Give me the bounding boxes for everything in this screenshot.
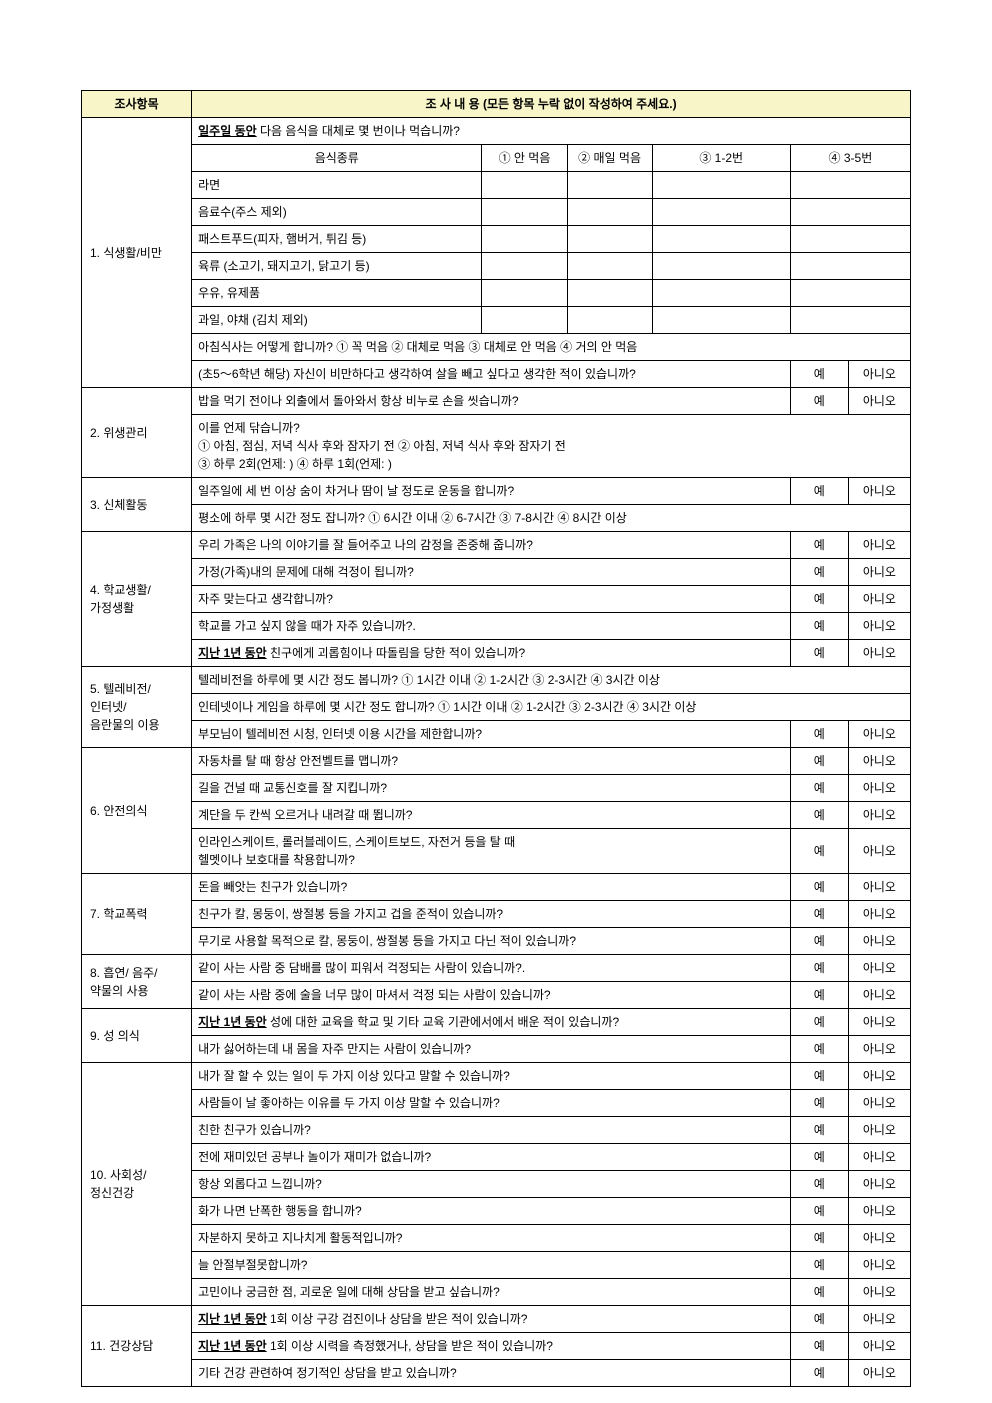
s10-q9: 고민이나 궁금한 점, 괴로운 일에 대해 상담을 받고 싶습니까? xyxy=(192,1279,791,1306)
s7-q2: 친구가 칼, 몽둥이, 쌍절봉 등을 가지고 겁을 준적이 있습니까? xyxy=(192,901,791,928)
s1-opt2[interactable]: ② 매일 먹음 xyxy=(567,145,652,172)
s10-q4: 전에 재미있던 공부나 놀이가 재미가 없습니까? xyxy=(192,1144,791,1171)
cat-3: 3. 신체활동 xyxy=(82,478,192,532)
food-drink: 음료수(주스 제외) xyxy=(192,199,482,226)
s8-q2: 같이 사는 사람 중에 술을 너무 많이 마셔서 걱정 되는 사람이 있습니까? xyxy=(192,982,791,1009)
s5-q1[interactable]: 텔레비전을 하루에 몇 시간 정도 봅니까? ① 1시간 이내 ② 1-2시간 … xyxy=(192,667,911,694)
yes-btn[interactable]: 예 xyxy=(790,361,848,388)
s3-q2[interactable]: 평소에 하루 몇 시간 정도 잡니까? ① 6시간 이내 ② 6-7시간 ③ 7… xyxy=(192,505,911,532)
s3-q1: 일주일에 세 번 이상 숨이 차거나 땀이 날 정도로 운동을 합니까? xyxy=(192,478,791,505)
s1-breakfast[interactable]: 아침식사는 어떻게 합니까? ① 꼭 먹음 ② 대체로 먹음 ③ 대체로 안 먹… xyxy=(192,334,911,361)
s4-q2: 가정(가족)내의 문제에 대해 걱정이 됩니까? xyxy=(192,559,791,586)
s6-q4: 인라인스케이트, 롤러블레이드, 스케이트보드, 자전거 등을 탈 때 헬멧이나… xyxy=(192,829,791,874)
s1-diet: (초5～6학년 해당) 자신이 비만하다고 생각하여 살을 빼고 싶다고 생각한… xyxy=(192,361,791,388)
s2-q2[interactable]: 이를 언제 닦습니까? ① 아침, 점심, 저녁 식사 후와 잠자기 전 ② 아… xyxy=(192,415,911,478)
s4-q5: 지난 1년 동안 친구에게 괴롭힘이나 따돌림을 당한 적이 있습니까? xyxy=(192,640,791,667)
food-meat: 육류 (소고기, 돼지고기, 닭고기 등) xyxy=(192,253,482,280)
survey-page: 조사항목 조 사 내 용 (모든 항목 누락 없이 작성하여 주세요.) 1. … xyxy=(81,90,911,1387)
s9-q1: 지난 1년 동안 성에 대한 교육을 학교 및 기타 교육 기관에서에서 배운 … xyxy=(192,1009,791,1036)
s6-q3: 계단을 두 칸씩 오르거나 내려갈 때 뜁니까? xyxy=(192,802,791,829)
s4-q1: 우리 가족은 나의 이야기를 잘 들어주고 나의 감정을 존중해 줍니까? xyxy=(192,532,791,559)
survey-table: 조사항목 조 사 내 용 (모든 항목 누락 없이 작성하여 주세요.) 1. … xyxy=(81,90,911,1387)
s11-q3: 기타 건강 관련하여 정기적인 상담을 받고 있습니까? xyxy=(192,1360,791,1387)
s10-q1: 내가 잘 할 수 있는 일이 두 가지 이상 있다고 말할 수 있습니까? xyxy=(192,1063,791,1090)
s6-q2: 길을 건널 때 교통신호를 잘 지킵니까? xyxy=(192,775,791,802)
cat-11: 11. 건강상담 xyxy=(82,1306,192,1387)
s10-q6: 화가 나면 난폭한 행동을 합니까? xyxy=(192,1198,791,1225)
s5-q3: 부모님이 텔레비전 시청, 인터넷 이용 시간을 제한합니까? xyxy=(192,721,791,748)
food-fastfood: 패스트푸드(피자, 햄버거, 튀김 등) xyxy=(192,226,482,253)
s10-q7: 자분하지 못하고 지나치게 활동적입니까? xyxy=(192,1225,791,1252)
s1-intro: 일주일 동안 다음 음식을 대체로 몇 번이나 먹습니까? xyxy=(192,118,911,145)
s4-q4: 학교를 가고 싶지 않을 때가 자주 있습니까?. xyxy=(192,613,791,640)
s1-opt4[interactable]: ④ 3-5번 xyxy=(790,145,910,172)
header-content: 조 사 내 용 (모든 항목 누락 없이 작성하여 주세요.) xyxy=(192,91,911,118)
food-dairy: 우유, 유제품 xyxy=(192,280,482,307)
food-type-header: 음식종류 xyxy=(192,145,482,172)
s10-q2: 사람들이 날 좋아하는 이유를 두 가지 이상 말할 수 있습니까? xyxy=(192,1090,791,1117)
s11-q1: 지난 1년 동안 1회 이상 구강 검진이나 상담을 받은 적이 있습니까? xyxy=(192,1306,791,1333)
s11-q2: 지난 1년 동안 1회 이상 시력을 측정했거나, 상담을 받은 적이 있습니까… xyxy=(192,1333,791,1360)
cat-8: 8. 흡연/ 음주/ 약물의 사용 xyxy=(82,955,192,1009)
header-row: 조사항목 조 사 내 용 (모든 항목 누락 없이 작성하여 주세요.) xyxy=(82,91,911,118)
cat-5: 5. 텔레비전/ 인터넷/ 음란물의 이용 xyxy=(82,667,192,748)
s5-q2[interactable]: 인테넷이나 게임을 하루에 몇 시간 정도 합니까? ① 1시간 이내 ② 1-… xyxy=(192,694,911,721)
cat-6: 6. 안전의식 xyxy=(82,748,192,874)
s2-q1: 밥을 먹기 전이나 외출에서 돌아와서 항상 비누로 손을 씻습니까? xyxy=(192,388,791,415)
header-category: 조사항목 xyxy=(82,91,192,118)
cat-10: 10. 사회성/ 정신건강 xyxy=(82,1063,192,1306)
s6-q1: 자동차를 탈 때 항상 안전벨트를 맵니까? xyxy=(192,748,791,775)
cat-2: 2. 위생관리 xyxy=(82,388,192,478)
s10-q8: 늘 안절부절못합니까? xyxy=(192,1252,791,1279)
food-fruit: 과일, 야채 (김치 제외) xyxy=(192,307,482,334)
cat-7: 7. 학교폭력 xyxy=(82,874,192,955)
s1-opt1[interactable]: ① 안 먹음 xyxy=(482,145,567,172)
s4-q3: 자주 맞는다고 생각합니까? xyxy=(192,586,791,613)
cat-9: 9. 성 의식 xyxy=(82,1009,192,1063)
s8-q1: 같이 사는 사람 중 담배를 많이 피워서 걱정되는 사람이 있습니까?. xyxy=(192,955,791,982)
s1-opt3[interactable]: ③ 1-2번 xyxy=(652,145,790,172)
food-ramen: 라면 xyxy=(192,172,482,199)
s7-q3: 무기로 사용할 목적으로 칼, 몽둥이, 쌍절봉 등을 가지고 다닌 적이 있습… xyxy=(192,928,791,955)
cat-1: 1. 식생활/비만 xyxy=(82,118,192,388)
no-btn[interactable]: 아니오 xyxy=(848,361,910,388)
s10-q5: 항상 외롭다고 느낍니까? xyxy=(192,1171,791,1198)
s10-q3: 친한 친구가 있습니까? xyxy=(192,1117,791,1144)
s7-q1: 돈을 빼앗는 친구가 있습니까? xyxy=(192,874,791,901)
s9-q2: 내가 싫어하는데 내 몸을 자주 만지는 사람이 있습니까? xyxy=(192,1036,791,1063)
cat-4: 4. 학교생활/ 가정생활 xyxy=(82,532,192,667)
